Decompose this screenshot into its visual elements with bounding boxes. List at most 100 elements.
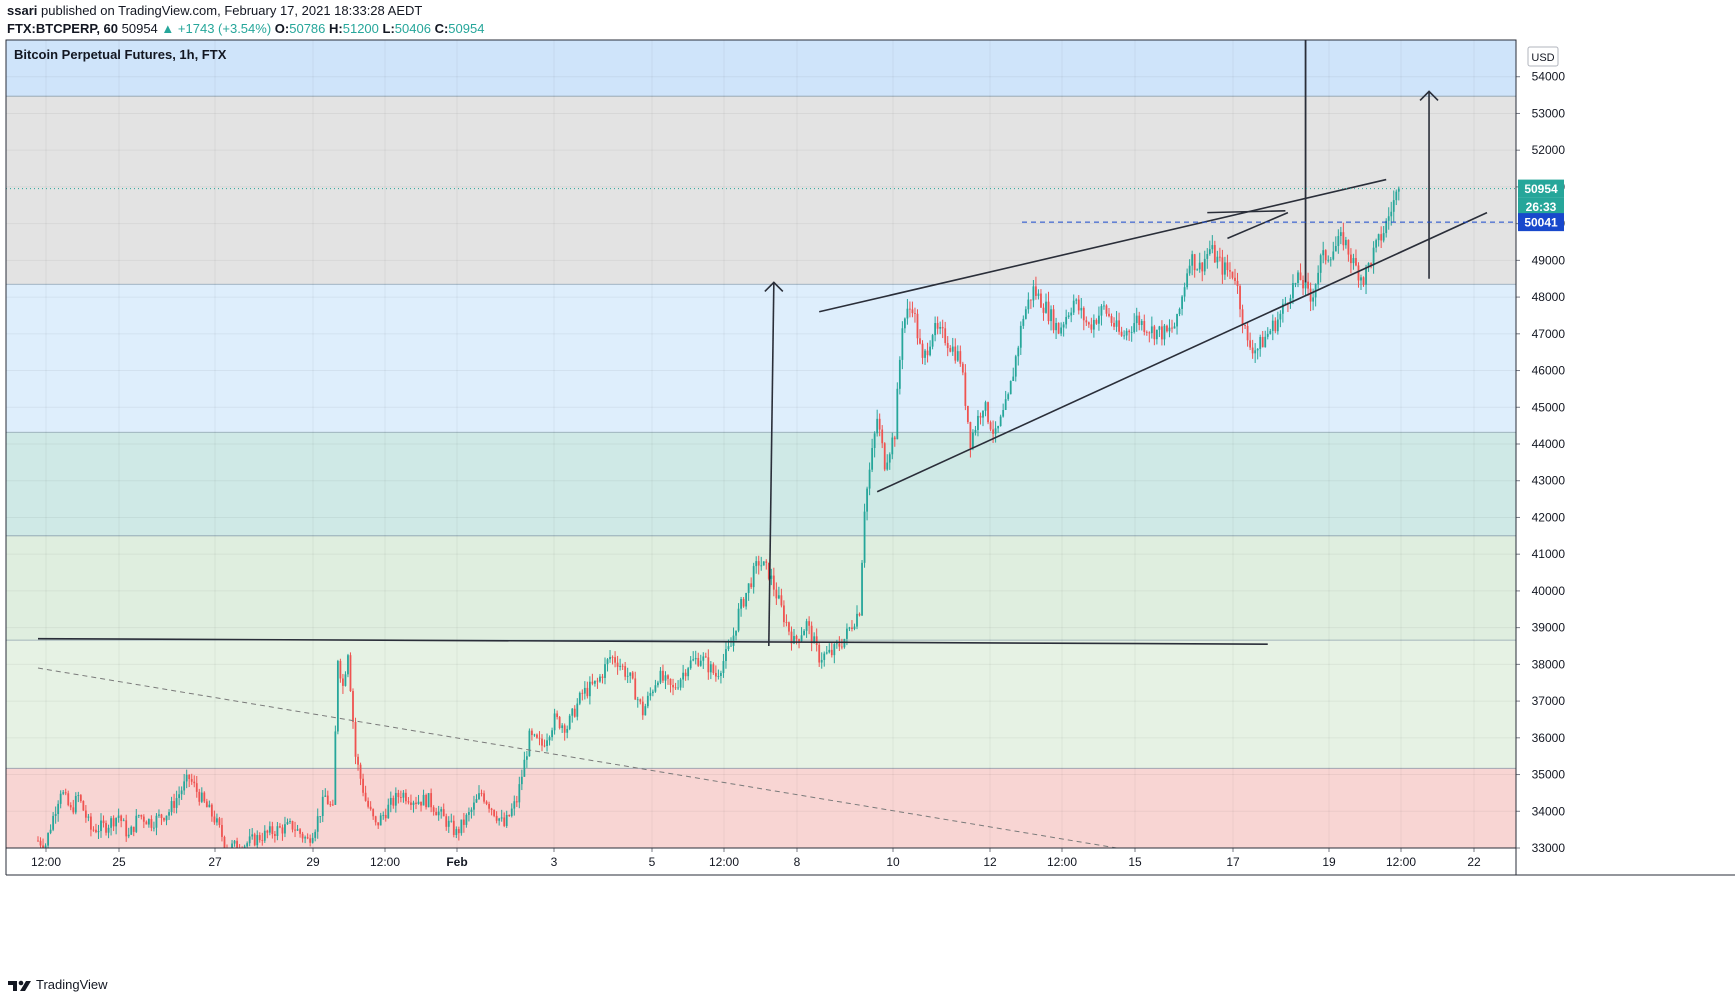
candle-body xyxy=(1098,315,1100,324)
candle xyxy=(1173,322,1176,329)
candle-body xyxy=(329,804,332,806)
candle-body xyxy=(745,592,748,607)
candle-body xyxy=(251,834,254,837)
symbol-label[interactable]: FTX:BTCPERP, 60 xyxy=(7,21,119,36)
candle-body xyxy=(936,323,939,329)
candle-body xyxy=(1128,330,1131,333)
currency-box[interactable] xyxy=(1527,46,1559,67)
mini-trendline[interactable] xyxy=(1227,211,1289,240)
candle xyxy=(271,821,274,839)
candle-body xyxy=(956,351,959,361)
candle xyxy=(949,345,952,353)
candle xyxy=(69,802,72,811)
candle-body xyxy=(1090,324,1093,330)
candle-body xyxy=(1002,410,1005,417)
candle xyxy=(142,814,145,829)
candle-body xyxy=(500,817,503,819)
candle xyxy=(1208,240,1211,256)
candle-body xyxy=(1372,247,1375,266)
y-tick-label: 47000 xyxy=(1532,327,1566,341)
candle xyxy=(548,735,551,746)
candle-body xyxy=(966,405,969,423)
candle xyxy=(1251,339,1254,359)
candle xyxy=(359,762,362,786)
candle xyxy=(777,586,780,600)
candle-body xyxy=(909,308,911,310)
candle xyxy=(901,321,904,370)
candle xyxy=(926,342,929,363)
candle-body xyxy=(1032,286,1035,301)
candle xyxy=(203,791,206,804)
candle xyxy=(969,421,972,458)
lower-channel-line[interactable] xyxy=(876,211,1488,493)
candle-body xyxy=(155,815,158,828)
candle-body xyxy=(818,644,821,663)
candle xyxy=(286,818,289,825)
candle-body xyxy=(372,809,375,817)
candle xyxy=(1392,190,1395,222)
candle-body xyxy=(783,605,785,623)
candle xyxy=(843,638,846,649)
candle xyxy=(158,809,160,818)
candle xyxy=(573,705,576,718)
candle-body xyxy=(664,675,667,681)
candle-body xyxy=(914,313,916,314)
candle xyxy=(165,815,168,826)
candle-body xyxy=(1060,327,1063,334)
upper-channel-line[interactable] xyxy=(819,178,1387,313)
candle xyxy=(760,556,763,571)
candle-body xyxy=(672,684,674,688)
candle-body xyxy=(117,815,120,818)
candle-body xyxy=(964,372,967,406)
candle-body xyxy=(1261,336,1264,348)
candle xyxy=(1216,250,1219,269)
candle-body xyxy=(382,814,385,816)
candle-body xyxy=(588,681,591,697)
candle xyxy=(407,797,410,805)
candle-body xyxy=(699,660,702,666)
candle-body xyxy=(697,657,700,666)
candle xyxy=(213,810,216,825)
candle-body xyxy=(531,730,533,736)
candle-body xyxy=(619,665,622,667)
candle-body xyxy=(1352,258,1355,264)
y-tick-label: 40000 xyxy=(1532,584,1566,598)
publisher-name[interactable]: ssari xyxy=(7,3,38,18)
candle-body xyxy=(1231,271,1234,278)
candle-body xyxy=(1344,239,1347,246)
candle-body xyxy=(115,817,118,827)
candle xyxy=(987,401,989,425)
candle xyxy=(155,813,158,836)
candle xyxy=(1022,315,1025,329)
dashed-trendline[interactable] xyxy=(37,667,1117,849)
candle xyxy=(1357,262,1360,288)
candle xyxy=(1302,275,1304,296)
candle xyxy=(1188,259,1191,276)
candle-body xyxy=(1057,322,1060,334)
x-tick-label: 25 xyxy=(112,855,126,869)
breakout-line[interactable] xyxy=(1207,209,1286,214)
candle-body xyxy=(130,826,133,835)
candle xyxy=(190,773,193,785)
candle xyxy=(1382,226,1385,243)
candle-body xyxy=(634,678,637,700)
candle-body xyxy=(1095,319,1098,324)
candle-body xyxy=(707,657,710,673)
candle-body xyxy=(525,756,528,760)
candle-body xyxy=(1140,321,1143,325)
candle-body xyxy=(1153,326,1156,340)
candle xyxy=(480,789,483,797)
candle xyxy=(503,812,506,828)
candle-body xyxy=(435,811,438,816)
candle xyxy=(820,652,823,669)
candle-body xyxy=(712,664,715,673)
high-label: H: xyxy=(329,21,343,36)
tradingview-brand[interactable]: TradingView xyxy=(7,977,108,992)
target-arrow-1[interactable] xyxy=(768,282,775,647)
candle xyxy=(745,592,748,610)
candle xyxy=(258,832,261,843)
y-tick-label: 37000 xyxy=(1532,694,1566,708)
candle-body xyxy=(1229,270,1231,272)
support-line[interactable] xyxy=(37,637,1268,645)
